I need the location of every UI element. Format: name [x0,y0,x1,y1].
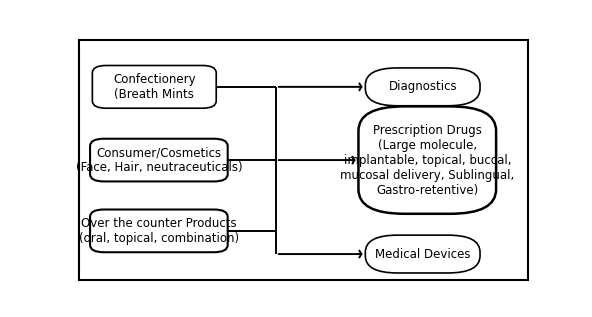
Text: Prescription Drugs
(Large molecule,
implantable, topical, buccal,
mucosal delive: Prescription Drugs (Large molecule, impl… [340,124,514,197]
FancyBboxPatch shape [90,139,228,181]
FancyBboxPatch shape [90,210,228,252]
FancyBboxPatch shape [359,107,496,214]
FancyBboxPatch shape [365,235,480,273]
Text: Diagnostics: Diagnostics [388,80,457,94]
FancyBboxPatch shape [365,68,480,106]
FancyBboxPatch shape [92,66,216,108]
Text: Consumer/Cosmetics
(Face, Hair, neutraceuticals): Consumer/Cosmetics (Face, Hair, neutrace… [76,146,242,174]
Text: Confectionery
(Breath Mints: Confectionery (Breath Mints [113,73,195,101]
Text: Over the counter Products
(oral, topical, combination): Over the counter Products (oral, topical… [79,217,239,245]
Text: Medical Devices: Medical Devices [375,248,471,261]
